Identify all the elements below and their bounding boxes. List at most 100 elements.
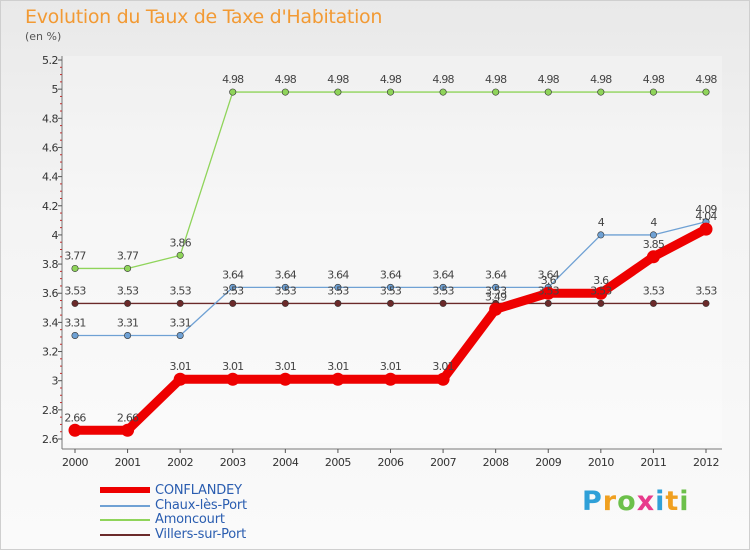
- data-label-conflandey: 2.66: [64, 411, 86, 424]
- data-label-amoncourt: 4.98: [485, 73, 507, 86]
- data-point-villers-sur-port: [124, 299, 132, 307]
- x-tick-label: 2005: [325, 456, 351, 469]
- data-label-amoncourt: 4.98: [695, 73, 717, 86]
- data-point-chaux-l-s-port: [176, 332, 184, 340]
- data-point-conflandey: [331, 372, 345, 386]
- data-label-amoncourt: 3.77: [117, 249, 139, 262]
- data-point-chaux-l-s-port: [124, 332, 132, 340]
- data-label-conflandey: 3.01: [327, 360, 348, 373]
- data-point-amoncourt: [386, 88, 394, 96]
- chart-title: Evolution du Taux de Taxe d'Habitation: [25, 6, 383, 28]
- data-point-villers-sur-port: [71, 299, 79, 307]
- data-point-chaux-l-s-port: [71, 332, 79, 340]
- data-label-villers-sur-port: 3.53: [64, 284, 86, 297]
- y-tick-label: 2.8: [42, 404, 58, 417]
- data-point-villers-sur-port: [176, 299, 184, 307]
- data-label-chaux-l-s-port: 3.31: [117, 317, 138, 330]
- data-label-chaux-l-s-port: 3.64: [380, 268, 402, 281]
- data-point-villers-sur-port: [597, 299, 605, 307]
- data-point-chaux-l-s-port: [386, 283, 394, 291]
- y-tick-label: 3: [52, 375, 59, 388]
- data-point-amoncourt: [544, 88, 552, 96]
- data-label-conflandey: 3.6: [593, 274, 609, 287]
- data-label-villers-sur-port: 3.53: [485, 284, 507, 297]
- data-label-amoncourt: 4.98: [327, 73, 349, 86]
- legend-swatch-conflandey: [100, 487, 150, 493]
- data-label-villers-sur-port: 3.53: [590, 284, 612, 297]
- data-point-villers-sur-port: [229, 299, 237, 307]
- y-tick-label: 3.4: [42, 316, 58, 329]
- x-tick-label: 2012: [693, 456, 719, 469]
- y-axis-label: (en %): [25, 30, 62, 43]
- data-label-villers-sur-port: 3.53: [117, 284, 139, 297]
- y-tick-label: 3.8: [42, 258, 58, 271]
- data-point-amoncourt: [71, 264, 79, 272]
- data-label-chaux-l-s-port: 3.64: [538, 268, 560, 281]
- data-label-amoncourt: 4.98: [590, 73, 612, 86]
- data-label-conflandey: 3.01: [170, 360, 191, 373]
- data-label-villers-sur-port: 3.53: [538, 284, 560, 297]
- data-point-conflandey: [541, 286, 555, 300]
- data-label-villers-sur-port: 3.53: [695, 284, 717, 297]
- x-tick-label: 2008: [483, 456, 509, 469]
- data-label-villers-sur-port: 3.53: [432, 284, 454, 297]
- y-tick-label: 3.6: [42, 287, 58, 300]
- data-point-conflandey: [384, 372, 397, 386]
- data-point-chaux-l-s-port: [439, 283, 447, 291]
- data-label-chaux-l-s-port: 4: [650, 216, 657, 229]
- data-label-villers-sur-port: 3.53: [170, 284, 192, 297]
- data-label-amoncourt: 4.98: [432, 73, 454, 86]
- data-point-villers-sur-port: [544, 299, 552, 307]
- data-point-amoncourt: [702, 88, 710, 96]
- logo-letter: t: [665, 486, 680, 517]
- logo-letter: P: [582, 486, 603, 517]
- data-label-amoncourt: 3.77: [64, 249, 86, 262]
- legend-label-villers-sur-port: Villers-sur-Port: [155, 526, 247, 542]
- data-label-chaux-l-s-port: 3.64: [222, 268, 244, 281]
- data-point-chaux-l-s-port: [597, 231, 605, 239]
- data-point-conflandey: [594, 286, 608, 300]
- data-label-conflandey: 3.6: [541, 274, 557, 287]
- data-point-conflandey: [121, 423, 135, 437]
- data-label-chaux-l-s-port: 3.64: [432, 268, 454, 281]
- y-tick-label: 5: [52, 83, 59, 96]
- legend-swatch-villers-sur-port: [100, 533, 150, 536]
- data-label-amoncourt: 4.98: [380, 73, 402, 86]
- proxiti-logo: Proxiti: [582, 486, 690, 517]
- x-tick-label: 2011: [640, 456, 666, 469]
- x-tick-label: 2007: [430, 456, 456, 469]
- x-tick-label: 2004: [272, 456, 298, 469]
- data-label-conflandey: 3.01: [275, 360, 296, 373]
- y-tick-label: 2.6: [42, 433, 58, 446]
- data-point-chaux-l-s-port: [649, 231, 657, 239]
- data-point-amoncourt: [281, 88, 289, 96]
- x-tick-label: 2003: [220, 456, 246, 469]
- data-point-amoncourt: [124, 264, 132, 272]
- data-label-chaux-l-s-port: 3.64: [327, 268, 349, 281]
- y-tick-label: 4.8: [42, 112, 58, 125]
- logo-letter: i: [655, 486, 666, 517]
- logo-letter: x: [636, 486, 656, 517]
- data-label-villers-sur-port: 3.53: [380, 284, 402, 297]
- data-label-villers-sur-port: 3.53: [327, 284, 349, 297]
- data-point-chaux-l-s-port: [334, 283, 342, 291]
- x-tick-label: 2001: [115, 456, 141, 469]
- data-point-villers-sur-port: [334, 299, 342, 307]
- data-point-amoncourt: [439, 88, 447, 96]
- data-point-amoncourt: [334, 88, 342, 96]
- data-label-amoncourt: 4.98: [538, 73, 560, 86]
- legend-swatch-chaux-les-port: [100, 504, 150, 507]
- data-point-conflandey: [68, 423, 82, 437]
- data-label-conflandey: 3.49: [485, 290, 507, 303]
- data-point-chaux-l-s-port: [281, 283, 289, 291]
- logo-letter: r: [602, 486, 618, 517]
- data-label-amoncourt: 4.98: [643, 73, 665, 86]
- data-point-conflandey: [226, 372, 240, 386]
- data-point-villers-sur-port: [439, 299, 447, 307]
- data-label-villers-sur-port: 3.53: [643, 284, 665, 297]
- data-label-villers-sur-port: 3.53: [222, 284, 244, 297]
- data-point-amoncourt: [176, 251, 184, 259]
- x-tick-label: 2002: [167, 456, 193, 469]
- legend-label-chaux-les-port: Chaux-lès-Port: [155, 497, 247, 513]
- data-label-chaux-l-s-port: 4: [598, 216, 605, 229]
